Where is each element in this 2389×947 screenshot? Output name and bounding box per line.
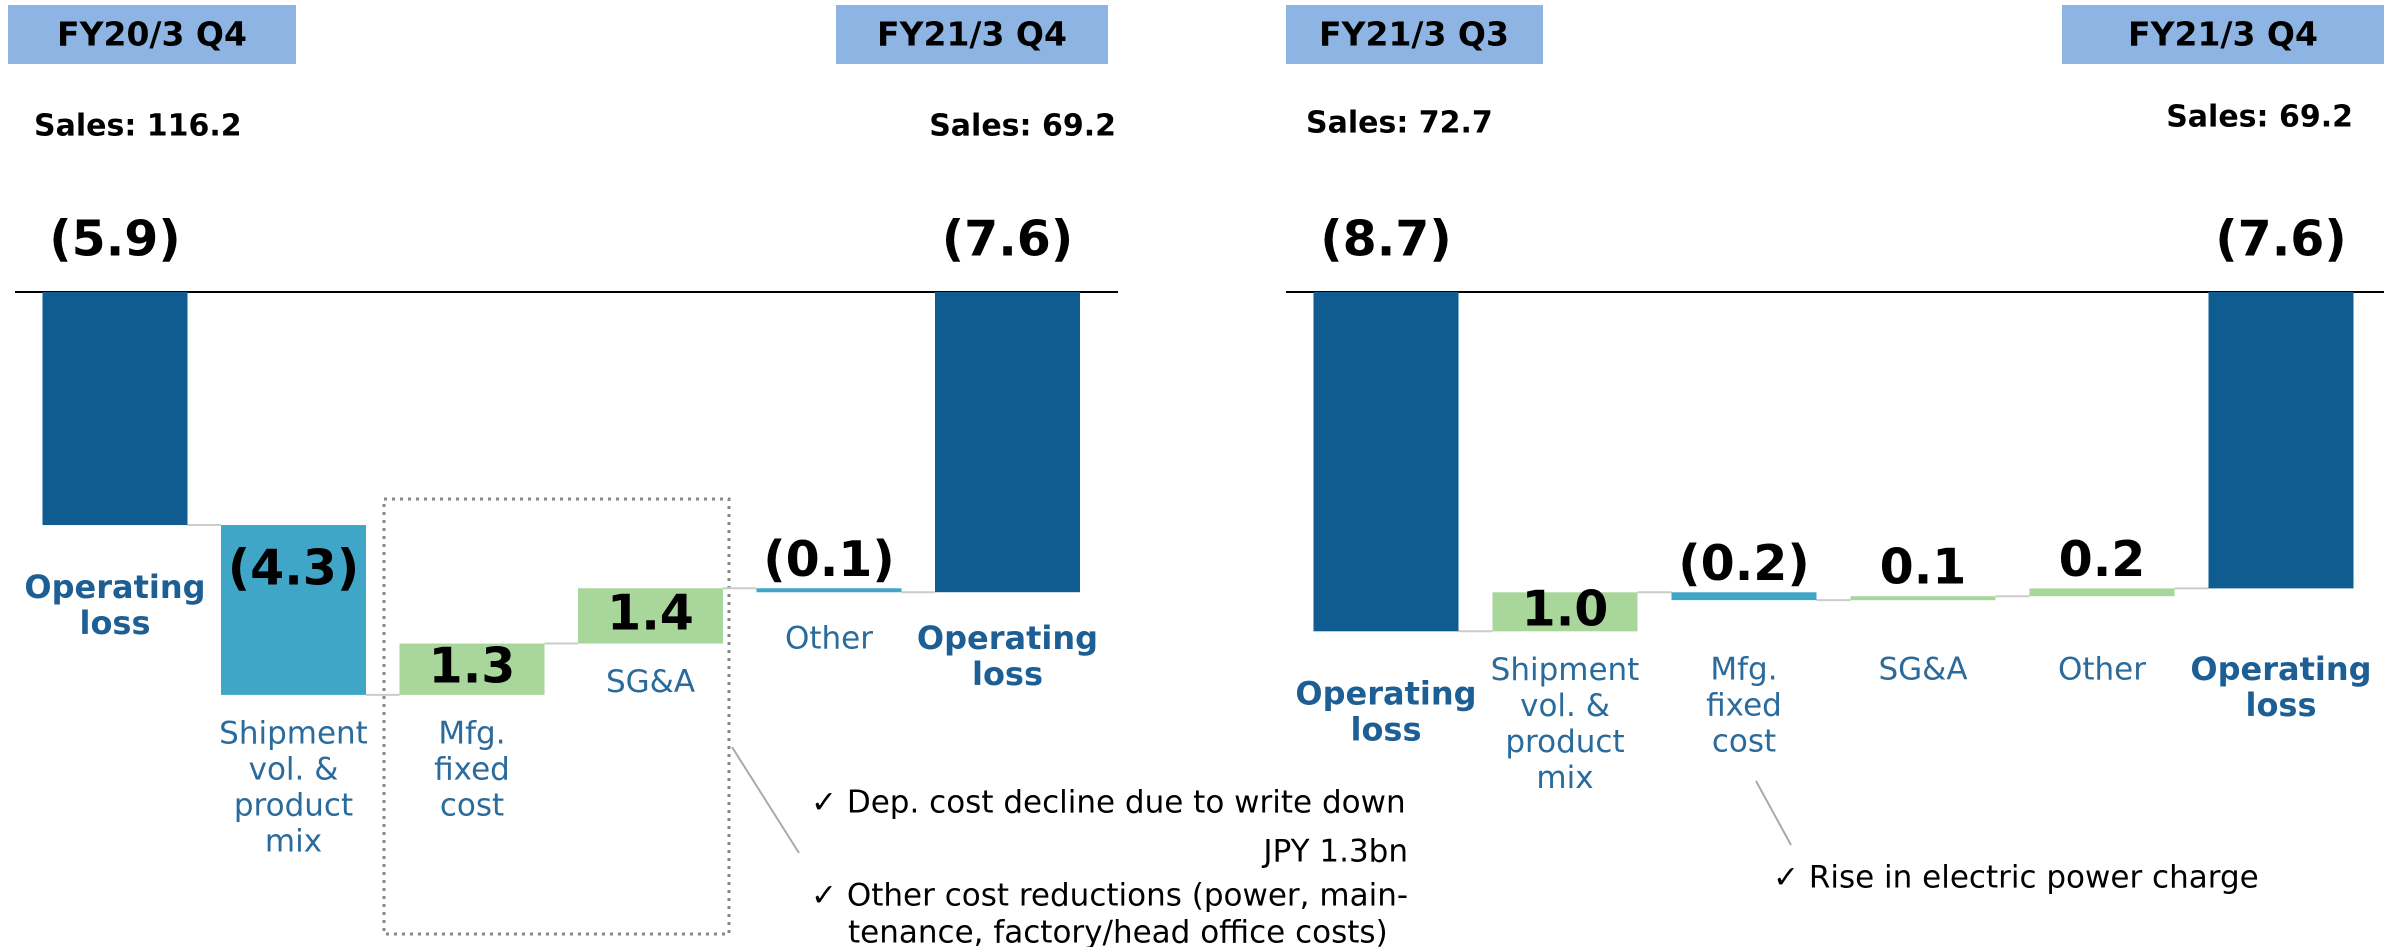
value-label: 1.3: [429, 638, 516, 695]
bar: [756, 588, 902, 593]
value-label: 1.4: [607, 584, 694, 641]
leader-line: [1755, 780, 1792, 846]
category-label: cost: [440, 787, 504, 823]
note: ✓ Dep. cost decline due to write down: [811, 785, 1406, 821]
value-label: 0.2: [2059, 531, 2146, 588]
category-label: mix: [1536, 760, 1593, 796]
bar: [2208, 292, 2354, 589]
note: JPY 1.3bn: [1261, 834, 1408, 870]
bar: [578, 588, 723, 644]
header-box: [8, 5, 296, 64]
bar: [1313, 292, 1459, 632]
value-label: (4.3): [228, 540, 360, 597]
category-label: fixed: [1706, 688, 1782, 724]
end-label: FY21/3 Q4: [877, 15, 1067, 54]
category-label: loss: [2245, 686, 2316, 724]
leader-line: [731, 746, 800, 854]
category-label: Operating: [24, 568, 205, 606]
category-label: vol. &: [249, 751, 339, 787]
bar: [42, 292, 188, 526]
bar: [1850, 596, 1996, 601]
note: ✓ Rise in electric power charge: [1773, 860, 2259, 896]
category-label: loss: [1350, 710, 1421, 748]
category-label: vol. &: [1520, 688, 1610, 724]
start-label: FY20/3 Q4: [57, 15, 247, 54]
category-label: product: [234, 787, 353, 823]
note: ✓ Other cost reductions (power, main-: [811, 878, 1408, 914]
category-label: Operating: [917, 619, 1098, 657]
start-sales: Sales: 72.7: [1306, 106, 1493, 141]
start-sales: Sales: 116.2: [34, 109, 242, 144]
category-label: product: [1505, 724, 1624, 760]
category-label: Operating: [2190, 650, 2371, 688]
category-label: Mfg.: [1710, 652, 1777, 688]
end-label: FY21/3 Q4: [2128, 15, 2318, 54]
note: tenance, factory/head office costs): [848, 915, 1388, 947]
category-label: Shipment: [1491, 652, 1640, 688]
bar: [399, 643, 545, 695]
category-label: cost: [1712, 724, 1776, 760]
value-label: (0.1): [763, 531, 895, 588]
value-label: 0.1: [1880, 539, 1967, 596]
category-label: Other: [785, 621, 873, 657]
category-label: SG&A: [606, 664, 695, 700]
highlight-box: [382, 497, 731, 936]
category-label: loss: [972, 655, 1043, 693]
bar: [221, 525, 366, 695]
value-label: (7.6): [942, 211, 1074, 268]
category-label: mix: [265, 823, 322, 859]
bar: [1671, 592, 1817, 601]
end-sales: Sales: 69.2: [929, 109, 1116, 144]
value-label: 1.0: [1522, 580, 1609, 637]
bar: [2029, 588, 2175, 597]
chart-2: FY21/3 Q3 FY21/3 Q4 Sales: 72.7 Sales: 6…: [1286, 5, 2384, 896]
category-label: Shipment: [219, 715, 368, 751]
value-label: (5.9): [49, 211, 181, 268]
value-label: (7.6): [2215, 211, 2347, 268]
category-label: Mfg.: [438, 715, 505, 751]
header-box: [836, 5, 1108, 64]
value-label: (8.7): [1320, 211, 1452, 268]
header-box: [1286, 5, 1543, 64]
chart-1: FY20/3 Q4 FY21/3 Q4 Sales: 116.2 Sales: …: [8, 5, 1408, 947]
category-label: Other: [2058, 652, 2146, 688]
bar: [1492, 592, 1638, 632]
category-label: loss: [79, 604, 150, 642]
header-box: [2062, 5, 2384, 64]
category-label: Operating: [1295, 674, 1476, 712]
category-label: fixed: [434, 751, 510, 787]
value-label: (0.2): [1678, 535, 1810, 592]
end-sales: Sales: 69.2: [2166, 100, 2353, 135]
bar: [935, 292, 1080, 593]
category-label: SG&A: [1878, 652, 1967, 688]
start-label: FY21/3 Q3: [1319, 15, 1509, 54]
